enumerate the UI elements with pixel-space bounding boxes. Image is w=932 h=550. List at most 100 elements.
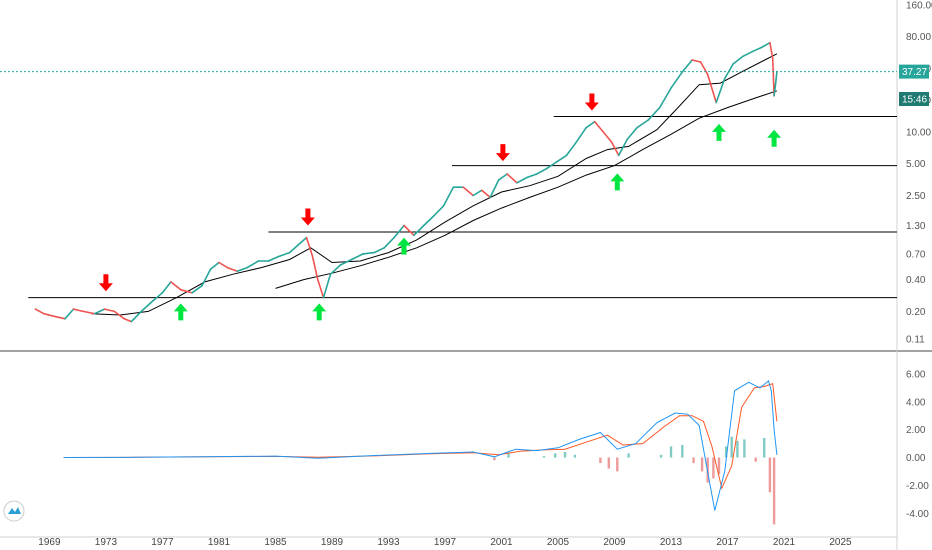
price-segment	[209, 261, 220, 271]
buy-arrow-1	[173, 303, 188, 321]
histogram-bar	[669, 446, 673, 458]
buy-arrow-4	[610, 173, 625, 191]
price-axis-tick: 5.00	[906, 159, 926, 170]
macd-lines	[63, 380, 778, 511]
price-segment	[681, 59, 694, 73]
price-segment	[442, 186, 455, 207]
histogram-bar	[763, 438, 766, 458]
price-segment	[322, 273, 332, 299]
histogram-bar	[493, 457, 496, 461]
time-axis-tick: 2017	[716, 537, 739, 548]
price-segment	[72, 308, 85, 313]
macd-line	[63, 380, 778, 511]
price-segment	[610, 141, 620, 157]
histogram-bar	[712, 457, 715, 479]
tradingview-logo-icon[interactable]	[3, 500, 25, 522]
sell-arrow-shape	[300, 208, 315, 226]
price-segment	[472, 189, 483, 197]
price-segment	[752, 46, 763, 53]
macd-axis-tick: -2.00	[906, 481, 929, 492]
price-axis-tick: 10.00	[906, 127, 931, 138]
price-segment	[555, 154, 568, 163]
price-segment	[403, 224, 415, 237]
price-segment	[489, 179, 500, 199]
macd-axis-tick: 0.00	[906, 453, 926, 464]
sell-arrow-shape	[584, 93, 599, 111]
histogram-bar	[554, 453, 557, 458]
buy-arrow-6	[767, 129, 782, 147]
price-segment	[413, 224, 425, 237]
time-axis-tick: 2009	[603, 537, 626, 548]
price-segment	[339, 258, 353, 266]
price-segment	[191, 284, 203, 294]
histogram-bar	[754, 457, 757, 462]
sell-arrow-shape	[98, 274, 113, 292]
last-price-badge-bg	[899, 64, 929, 79]
price-segment	[742, 50, 754, 58]
buy-arrow-shape	[610, 173, 625, 191]
price-segment	[535, 167, 548, 175]
price-segment	[715, 77, 726, 104]
macd-pane[interactable]: 6.00 4.00 2.00 0.00 -2.00 -4.00	[63, 369, 930, 525]
time-axis-tick: 1985	[264, 537, 287, 548]
price-segment	[773, 83, 777, 97]
price-segment	[432, 205, 445, 217]
price-segment	[636, 119, 650, 129]
time-axis-tick: 2013	[660, 537, 683, 548]
macd-axis[interactable]: 6.00 4.00 2.00 0.00 -2.00 -4.00	[906, 369, 929, 519]
price-segment	[585, 120, 596, 129]
price-segment	[497, 173, 508, 181]
price-segment	[362, 251, 376, 255]
time-axis-tick: 1977	[151, 537, 174, 548]
time-axis[interactable]: 1969 1973 1977 1981 1985 1989 1993 1997 2001 2005…	[38, 537, 852, 548]
price-segment	[462, 186, 475, 197]
buy-arrow-2	[312, 303, 327, 321]
histogram-bar	[627, 453, 630, 458]
countdown-value: 15:46	[902, 95, 927, 106]
time-axis-tick: 2021	[773, 537, 796, 548]
time-axis-tick: 2001	[490, 537, 513, 548]
price-segment	[305, 236, 314, 256]
price-segment	[617, 138, 629, 157]
fast-moving-average	[91, 53, 778, 316]
buy-arrow-shape	[767, 129, 782, 147]
histogram-bar	[616, 457, 619, 472]
histogram-bar	[599, 457, 602, 464]
price-segment	[113, 310, 126, 320]
last-price-badge: 37.27 15:46	[899, 64, 929, 107]
price-segment	[771, 57, 775, 97]
signal-line	[63, 383, 778, 490]
histogram-bar	[768, 457, 772, 493]
price-segment	[151, 291, 164, 302]
price-axis-tick: 0.11	[906, 334, 925, 345]
price-segment	[34, 308, 45, 315]
price-axis[interactable]: 160.0080.0040.0020.0010.005.002.501.300.…	[906, 0, 932, 345]
macd-axis-tick: 2.00	[906, 425, 926, 436]
price-segment	[699, 61, 709, 76]
price-segment	[593, 120, 605, 133]
resistance-lines	[28, 116, 897, 299]
price-axis-tick: 0.20	[906, 307, 926, 318]
price-axis-tick: 0.70	[906, 249, 926, 260]
price-segment	[52, 315, 66, 320]
price-segment	[246, 260, 260, 269]
macd-histogram	[493, 436, 776, 525]
sell-arrow-3	[495, 144, 510, 162]
price-segment	[103, 308, 116, 313]
histogram-bar	[743, 439, 746, 458]
slow-moving-average	[275, 90, 778, 289]
price-segment	[658, 87, 672, 109]
histogram-bar	[563, 452, 567, 458]
price-segment	[602, 131, 613, 143]
price-segment	[161, 281, 172, 294]
histogram-bar	[717, 457, 721, 475]
price-axis-tick: 160.00	[906, 0, 932, 11]
histogram-bar	[607, 457, 610, 469]
histogram-bar	[700, 457, 704, 472]
histogram-bar	[736, 440, 739, 458]
price-segment	[297, 236, 308, 246]
macd-axis-tick: -4.00	[906, 509, 929, 520]
price-segment	[422, 215, 435, 227]
